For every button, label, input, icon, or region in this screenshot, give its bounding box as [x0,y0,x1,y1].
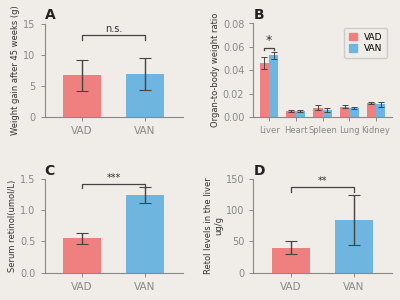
Text: *: * [266,34,272,47]
Bar [126,74,164,117]
Bar [63,238,101,273]
Y-axis label: Organ-to-body weight ratio: Organ-to-body weight ratio [211,13,220,128]
Bar [335,220,373,273]
Bar [313,108,322,117]
Legend: VAD, VAN: VAD, VAN [344,28,387,58]
Bar [340,106,349,117]
Bar [367,103,376,117]
Y-axis label: Weight gain after 45 weeks (g): Weight gain after 45 weeks (g) [11,5,20,135]
Text: D: D [253,164,265,178]
Text: C: C [44,164,55,178]
Bar [126,195,164,273]
Y-axis label: Serum retinol(umol/L): Serum retinol(umol/L) [8,180,17,272]
Bar [260,63,269,117]
Bar [269,55,278,117]
Bar [296,111,305,117]
Text: **: ** [318,176,327,186]
Text: ***: *** [106,173,121,183]
Bar [272,248,310,273]
Text: B: B [253,8,264,22]
Text: n.s.: n.s. [105,24,122,34]
Bar [286,111,296,117]
Bar [376,104,385,117]
Bar [63,75,101,117]
Bar [322,110,332,117]
Y-axis label: Retol levels in the liver
ug/g: Retol levels in the liver ug/g [204,178,223,274]
Bar [349,108,359,117]
Text: A: A [44,8,55,22]
